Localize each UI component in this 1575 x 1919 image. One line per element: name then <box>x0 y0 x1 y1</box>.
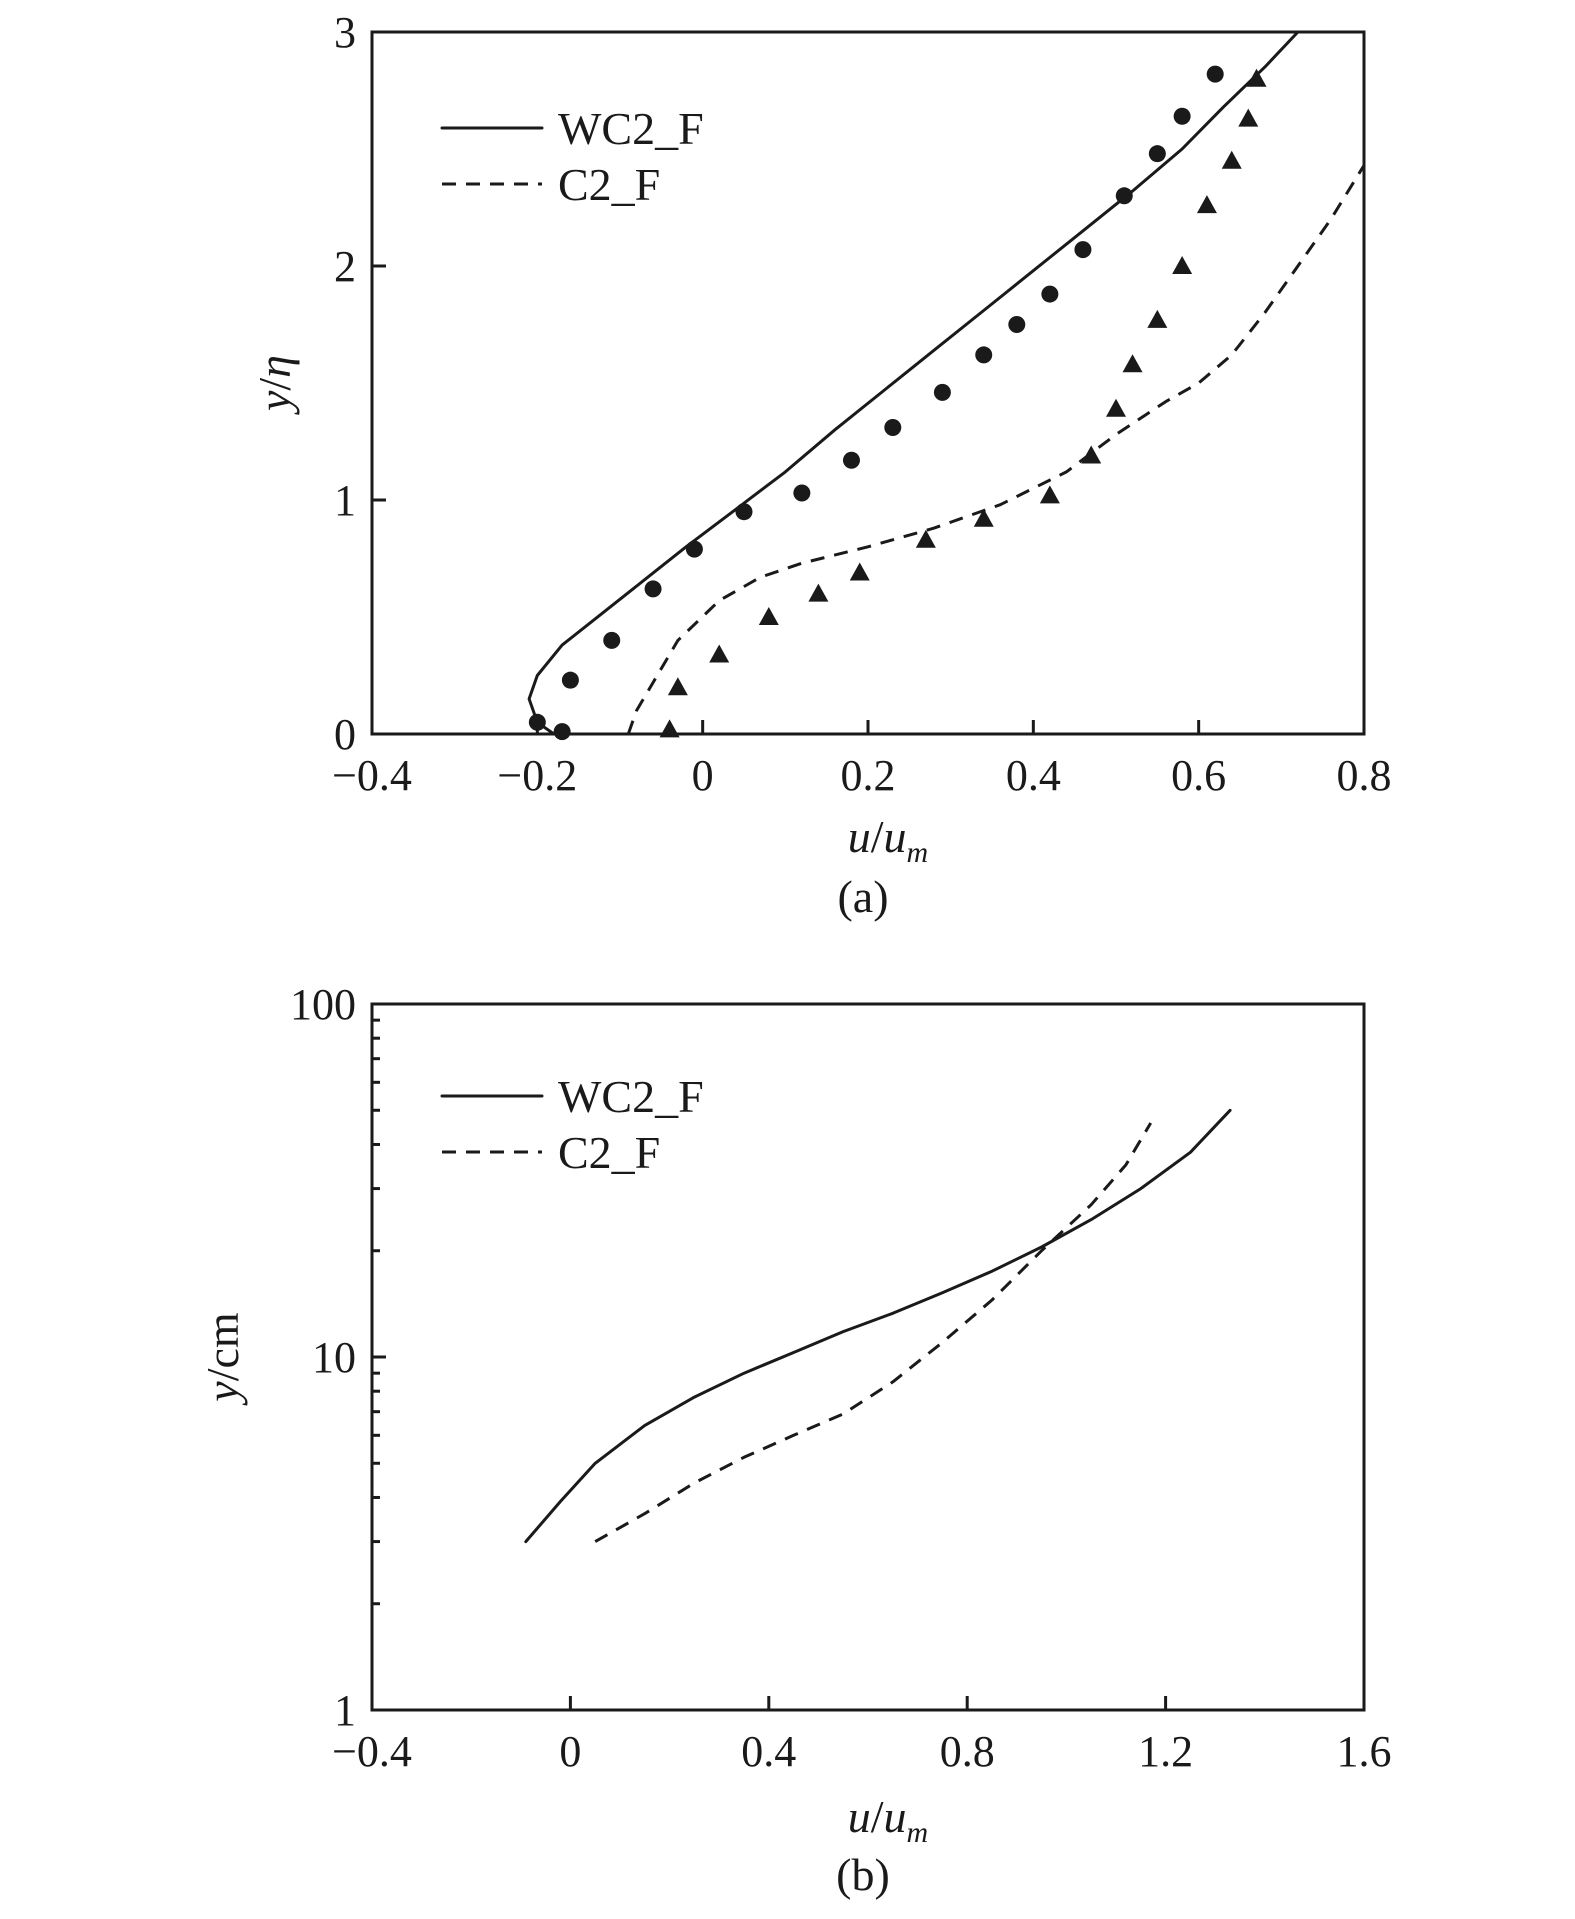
x-tick-label: 0.2 <box>841 751 896 800</box>
data-point-circle <box>561 671 579 689</box>
data-point-triangle <box>1122 354 1143 373</box>
data-point-circle <box>553 723 571 741</box>
legend-label: WC2_F <box>558 1071 704 1122</box>
y-tick-label: 10 <box>312 1333 356 1382</box>
x-tick-label: 0.8 <box>940 1727 995 1776</box>
data-point-triangle <box>808 583 829 602</box>
data-point-triangle <box>709 644 730 663</box>
y-axis-label: y/cm <box>197 1312 248 1406</box>
x-tick-label: 0 <box>559 1727 581 1776</box>
x-axis-label: u/um <box>848 1791 928 1849</box>
data-point-triangle <box>1039 485 1060 504</box>
data-point-circle <box>1115 187 1133 205</box>
data-point-triangle <box>1238 108 1259 127</box>
y-tick-label: 1 <box>334 476 356 525</box>
x-tick-label: 0.4 <box>1006 751 1061 800</box>
data-point-triangle <box>758 607 779 625</box>
x-tick-label: 1.2 <box>1138 1727 1193 1776</box>
data-point-triangle <box>1081 445 1102 464</box>
y-tick-label: 2 <box>334 242 356 291</box>
data-point-circle <box>842 451 860 469</box>
x-tick-label: 0 <box>692 751 714 800</box>
legend-label: C2_F <box>558 159 660 210</box>
data-point-circle <box>1008 316 1026 333</box>
data-point-circle <box>735 503 753 521</box>
data-point-circle <box>933 383 951 401</box>
panel-a: −0.4 −0.2 0 0.2 0.4 0.6 0.8 0 1 2 3 u/um y/η (a) WC2_F… <box>249 8 1392 922</box>
data-point-triangle <box>1106 398 1126 417</box>
legend-label: C2_F <box>558 1127 660 1178</box>
panel-label: (b) <box>836 1849 890 1900</box>
data-point-triangle <box>973 508 994 527</box>
data-point-circle <box>884 418 902 436</box>
panel-b: −0.4 0 0.4 0.8 1.2 1.6 1 10 100 u/um y/cm (b) WC2_FC… <box>197 980 1392 1900</box>
series-line-c2-f <box>594 1122 1152 1543</box>
panel-label: (a) <box>837 871 888 922</box>
x-tick-label: −0.2 <box>497 751 577 800</box>
x-tick-label: −0.4 <box>332 1727 412 1776</box>
data-point-circle <box>1173 107 1191 125</box>
data-point-triangle <box>667 677 688 696</box>
data-point-triangle <box>1147 309 1168 328</box>
x-tick-label: 0.4 <box>741 1727 796 1776</box>
data-point-circle <box>975 346 993 364</box>
data-point-circle <box>644 580 662 598</box>
data-point-circle <box>1041 285 1059 303</box>
data-point-circle <box>793 484 811 502</box>
legend-label: WC2_F <box>558 103 704 154</box>
x-tick-label: 1.6 <box>1337 1727 1392 1776</box>
data-point-circle <box>685 540 703 558</box>
data-point-triangle <box>1246 68 1267 87</box>
series-line-wc2-f <box>524 1108 1232 1544</box>
data-point-circle <box>603 631 621 649</box>
x-tick-label: 0.8 <box>1337 751 1392 800</box>
data-point-triangle <box>915 529 936 548</box>
plot-frame <box>370 1002 1366 1712</box>
y-tick-label: 1 <box>334 1686 356 1735</box>
x-tick-label: 0.6 <box>1171 751 1226 800</box>
data-point-circle <box>1074 241 1092 259</box>
y-tick-label: 3 <box>334 8 356 57</box>
y-tick-label: 100 <box>290 980 356 1029</box>
series-line-c2-f <box>626 164 1366 735</box>
x-axis-label: u/um <box>848 811 928 869</box>
y-axis-label: y/η <box>249 355 300 415</box>
data-point-triangle <box>1221 150 1242 169</box>
data-point-circle <box>1148 145 1166 163</box>
plot-frame <box>370 30 1366 736</box>
data-point-circle <box>1206 65 1224 83</box>
series-line-wc2-f <box>527 30 1300 736</box>
data-point-triangle <box>659 719 680 738</box>
data-point-circle <box>528 713 546 731</box>
x-tick-label: −0.4 <box>332 751 412 800</box>
y-tick-label: 0 <box>334 710 356 759</box>
data-point-triangle <box>849 562 870 581</box>
data-point-triangle <box>1196 195 1217 214</box>
data-point-triangle <box>1172 256 1193 274</box>
